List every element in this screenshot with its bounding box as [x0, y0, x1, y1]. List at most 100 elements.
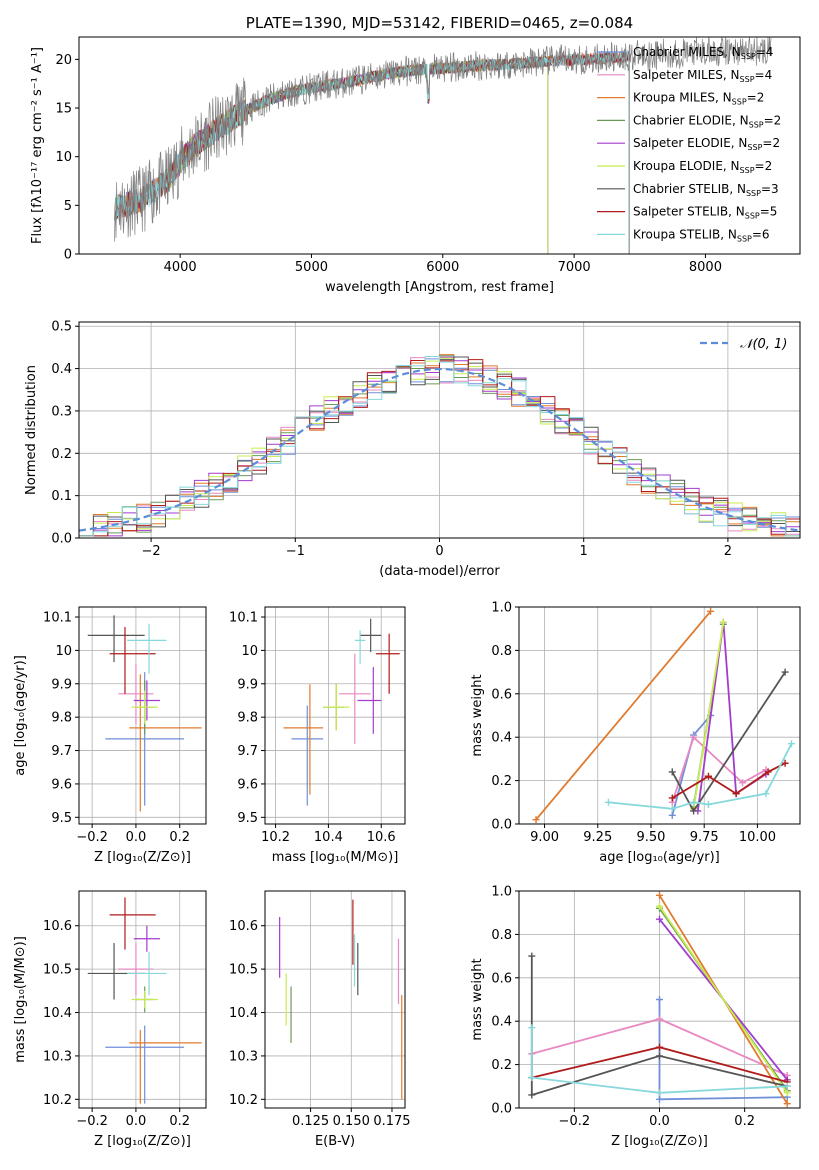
x-tick-label: 5000	[295, 260, 328, 275]
x-tick-label: 9.50	[637, 830, 666, 845]
y-tick-label: 9.9	[237, 677, 258, 692]
legend-count: =2	[747, 91, 765, 105]
weight-line	[608, 743, 793, 810]
weight-marker	[656, 1043, 663, 1051]
legend-label: Chabrier STELIB, NSSP=3	[633, 182, 779, 198]
legend-subscript: SSP	[732, 98, 747, 107]
legend-subscript: SSP	[740, 166, 755, 175]
weight-marker	[656, 996, 663, 1003]
x-tick-label: 0.2	[169, 1114, 190, 1129]
y-tick-label: 10.1	[43, 611, 72, 626]
weight-marker	[656, 1095, 663, 1103]
weight-marker	[732, 790, 740, 798]
legend-count: =3	[761, 182, 779, 196]
x-tick-label: 2	[724, 544, 732, 559]
weight-marker	[787, 740, 795, 748]
weight-marker	[690, 733, 698, 741]
legend-subscript: SSP	[746, 189, 761, 198]
x-tick-label: −2	[142, 544, 161, 559]
weight-line	[530, 1027, 788, 1094]
weight-marker	[656, 891, 663, 899]
weight-vs-age-panel: 9.00 9.25 9.50 9.75 10.00 0.0 0.2 0.4 0.6 0.8 1.0 a…	[470, 601, 801, 865]
legend-name: Salpeter MILES, N	[633, 68, 740, 82]
legend-subscript: SSP	[747, 143, 762, 152]
weight-line	[692, 622, 725, 809]
legend-count: =4	[755, 68, 773, 82]
legend-subscript: SSP	[737, 234, 752, 243]
weight-marker	[656, 915, 663, 923]
legend-label: Kroupa MILES, NSSP=2	[633, 91, 764, 107]
weight-marker	[528, 1024, 536, 1032]
x-tick-label: −0.2	[76, 830, 108, 845]
y-axis-label: Flux [fλ10⁻¹⁷ erg cm⁻² s⁻¹ A⁻¹]	[30, 47, 45, 244]
weight-marker	[781, 668, 789, 676]
weight-marker	[719, 618, 727, 626]
weight-marker	[528, 1074, 536, 1082]
x-tick-label: 10.2	[261, 830, 290, 845]
weight-vs-metallicity-panel: −0.2 0.0 0.2 0.0 0.2 0.4 0.6 0.8 1.0 Z [log₁₀(Z/Z…	[470, 885, 801, 1149]
weight-marker	[690, 807, 698, 815]
x-axis-label: E(B-V)	[315, 1134, 355, 1149]
y-tick-label: 10.1	[229, 611, 258, 626]
y-tick-label: 0.6	[491, 687, 512, 702]
legend-name: Salpeter ELODIE, N	[633, 136, 747, 150]
legend-count: =2	[755, 159, 773, 173]
axes-frame	[264, 890, 406, 1109]
weight-marker	[704, 772, 712, 780]
weight-marker	[781, 759, 789, 767]
y-tick-label: 0.4	[491, 1015, 512, 1030]
weight-marker	[604, 798, 612, 806]
mass-vs-ebv-panel: 0.125 0.150 0.175 10.2 10.3 10.4 10.5 10.6 E(B-V…	[229, 890, 411, 1149]
y-tick-label: 0.8	[491, 644, 512, 659]
x-tick-label: 0	[435, 544, 443, 559]
weight-marker	[783, 1082, 791, 1090]
y-tick-label: 15	[55, 102, 72, 117]
x-tick-label: 0.0	[649, 1114, 670, 1129]
y-tick-label: 10.3	[229, 1049, 258, 1064]
x-axis-label: age [log₁₀(age/yr)]	[599, 850, 720, 865]
mass-vs-metallicity-panel: −0.2 0.0 0.2 10.2 10.3 10.4 10.5 10.6 Z [log₁₀(Z…	[13, 890, 207, 1149]
weight-marker	[668, 768, 676, 776]
plot-area	[87, 615, 202, 812]
weight-marker	[668, 794, 676, 802]
x-tick-label: −0.2	[76, 1114, 108, 1129]
x-tick-label: 0.2	[169, 830, 190, 845]
y-axis-label: mass [log₁₀(M/M⊙)]	[13, 936, 28, 1063]
x-tick-label: 9.00	[530, 830, 559, 845]
x-tick-label: 7000	[558, 260, 591, 275]
y-tick-label: 10.6	[43, 919, 72, 934]
legend-count: =5	[760, 205, 778, 219]
y-tick-label: 10	[55, 644, 72, 659]
plot-area	[79, 354, 800, 537]
weight-marker	[532, 816, 540, 824]
y-tick-label: 10.5	[229, 963, 258, 978]
y-tick-label: 0.4	[491, 731, 512, 746]
weight-marker	[528, 1091, 536, 1099]
weight-line	[671, 735, 767, 803]
legend-name: Chabrier STELIB, N	[633, 182, 746, 196]
y-tick-label: 0.1	[51, 489, 72, 504]
chart-title: PLATE=1390, MJD=53142, FIBERID=0465, z=0…	[246, 14, 633, 32]
y-axis-label: Normed distribution	[24, 365, 39, 495]
x-tick-label: 10.4	[314, 830, 343, 845]
y-tick-label: 10.5	[43, 963, 72, 978]
weight-marker	[656, 1052, 663, 1060]
y-tick-label: 10.3	[43, 1049, 72, 1064]
legend-label: Salpeter MILES, NSSP=4	[633, 68, 772, 84]
y-tick-label: 0.4	[51, 362, 72, 377]
spectrum-panel: 4000 5000 6000 7000 8000 0 5 10 15 20 wavelength […	[30, 14, 801, 295]
x-tick-label: 0.125	[292, 1114, 329, 1129]
axes-frame	[78, 36, 801, 255]
gaussian-curve	[79, 367, 800, 532]
plot-area	[532, 607, 795, 824]
y-tick-label: 9.8	[51, 711, 72, 726]
legend-count: =2	[762, 136, 780, 150]
y-tick-label: 20	[55, 53, 72, 68]
x-tick-label: 9.25	[583, 830, 612, 845]
legend-label: Salpeter STELIB, NSSP=5	[633, 205, 777, 221]
legend-name: Kroupa MILES, N	[633, 91, 732, 105]
legend-label: Chabrier MILES, NSSP=4	[633, 45, 773, 61]
x-tick-label: 8000	[689, 260, 722, 275]
x-axis-label: wavelength [Angstrom, rest frame]	[325, 280, 554, 295]
